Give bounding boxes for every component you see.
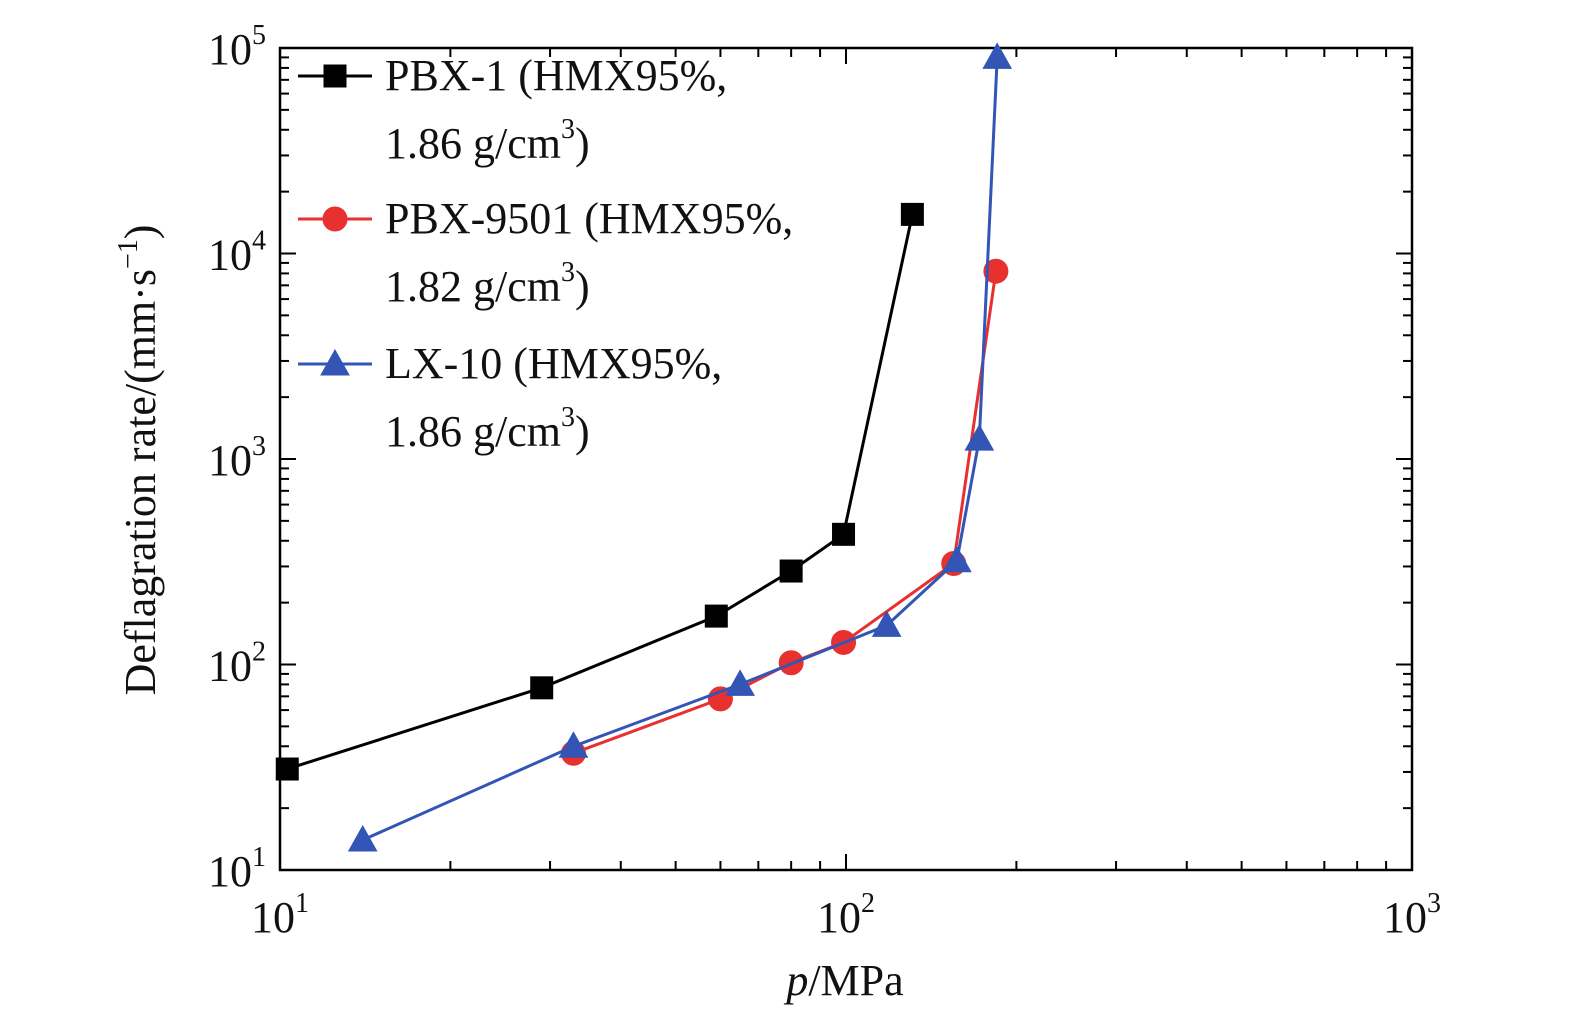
y-tick-label-exp: 5 xyxy=(252,20,266,51)
x-tick-label: 103 xyxy=(1383,888,1441,942)
series-pbx-1 xyxy=(275,202,924,781)
y-tick-label-base: 10 xyxy=(208,231,252,280)
x-tick-label-base: 10 xyxy=(1383,893,1427,942)
series-layer xyxy=(275,42,1013,852)
legend-entry-lx-10: LX-10 (HMX95%, 1.86 g/cm3) xyxy=(298,339,722,456)
y-tick-label: 104 xyxy=(208,226,266,280)
x-tick-label: 102 xyxy=(817,888,875,942)
data-point-pbx-1 xyxy=(779,559,803,583)
y-tick-label-base: 10 xyxy=(208,25,252,74)
data-point-lx-10 xyxy=(871,610,902,637)
legend-label-sup: 3 xyxy=(561,402,575,433)
x-tick-label: 101 xyxy=(251,888,309,942)
data-point-pbx-1 xyxy=(275,757,299,781)
legend-label-density: 1.86 g/cm xyxy=(385,407,561,456)
legend: PBX-1 (HMX95%,1.86 g/cm3)PBX-9501 (HMX95… xyxy=(298,51,793,456)
data-point-lx-10 xyxy=(347,824,378,852)
data-point-pbx-1 xyxy=(704,604,728,628)
data-point-pbx-1 xyxy=(900,202,924,226)
x-tick-label-exp: 2 xyxy=(861,888,875,919)
series-lx-10 xyxy=(347,42,1013,852)
y-tick-label: 105 xyxy=(208,20,266,74)
data-point-lx-10 xyxy=(725,669,755,696)
legend-label-end: ) xyxy=(575,407,590,456)
legend-entry-pbx-1: PBX-1 (HMX95%, 1.86 g/cm3) xyxy=(298,51,727,168)
legend-label-line1: LX-10 (HMX95%, xyxy=(385,339,722,388)
y-axis-title: Deflagration rate/(mm·s−1) xyxy=(113,225,165,696)
legend-label-end: ) xyxy=(575,119,590,168)
data-point-pbx-1 xyxy=(530,676,554,700)
x-tick-label-base: 10 xyxy=(251,893,295,942)
y-tick-label: 102 xyxy=(208,637,266,691)
x-tick-label-exp: 1 xyxy=(295,888,309,919)
data-point-lx-10 xyxy=(982,42,1013,69)
y-axis-title-end: ) xyxy=(116,225,165,240)
legend-marker xyxy=(323,64,347,88)
y-tick-label-base: 10 xyxy=(208,436,252,485)
x-axis-title-suffix: /MPa xyxy=(808,956,903,1005)
legend-label-line2: 1.86 g/cm3) xyxy=(385,402,590,456)
legend-label-density: 1.82 g/cm xyxy=(385,262,561,311)
y-tick-label: 103 xyxy=(208,431,266,485)
data-point-lx-10 xyxy=(558,731,589,758)
y-axis-title-sup: −1 xyxy=(113,239,144,269)
y-tick-label-exp: 4 xyxy=(252,226,266,257)
legend-label-sup: 3 xyxy=(561,257,575,288)
data-point-lx-10 xyxy=(964,424,995,451)
legend-label-line2: 1.82 g/cm3) xyxy=(385,257,590,311)
x-tick-label-base: 10 xyxy=(817,893,861,942)
legend-label-sup: 3 xyxy=(561,114,575,145)
y-tick-label-exp: 2 xyxy=(252,637,266,668)
legend-marker xyxy=(322,206,348,232)
y-tick-label: 101 xyxy=(208,842,266,896)
data-point-lx-10 xyxy=(942,545,972,573)
series-pbx-9501 xyxy=(560,258,1009,766)
data-point-pbx-1 xyxy=(832,522,856,546)
legend-label-line1: PBX-1 (HMX95%, xyxy=(385,51,727,100)
legend-label-line1: PBX-9501 (HMX95%, xyxy=(385,194,793,243)
legend-label-end: ) xyxy=(575,262,590,311)
legend-label-line2: 1.86 g/cm3) xyxy=(385,114,590,168)
x-axis-title-prefix: p xyxy=(783,956,808,1005)
series-line-pbx-1 xyxy=(286,214,914,771)
y-tick-label-base: 10 xyxy=(208,847,252,896)
legend-label-density: 1.86 g/cm xyxy=(385,119,561,168)
y-tick-label-base: 10 xyxy=(208,642,252,691)
legend-marker xyxy=(320,348,350,376)
plot-frame xyxy=(278,46,1414,872)
data-point-pbx-9501 xyxy=(983,258,1009,284)
legend-entry-pbx-9501: PBX-9501 (HMX95%, 1.82 g/cm3) xyxy=(298,194,793,311)
y-axis-title-main: Deflagration rate/(mm·s xyxy=(116,269,165,695)
x-tick-label-exp: 3 xyxy=(1427,888,1441,919)
x-axis-title: p/MPa xyxy=(783,956,903,1005)
y-tick-label-exp: 3 xyxy=(252,431,266,462)
y-tick-label-exp: 1 xyxy=(252,842,266,873)
